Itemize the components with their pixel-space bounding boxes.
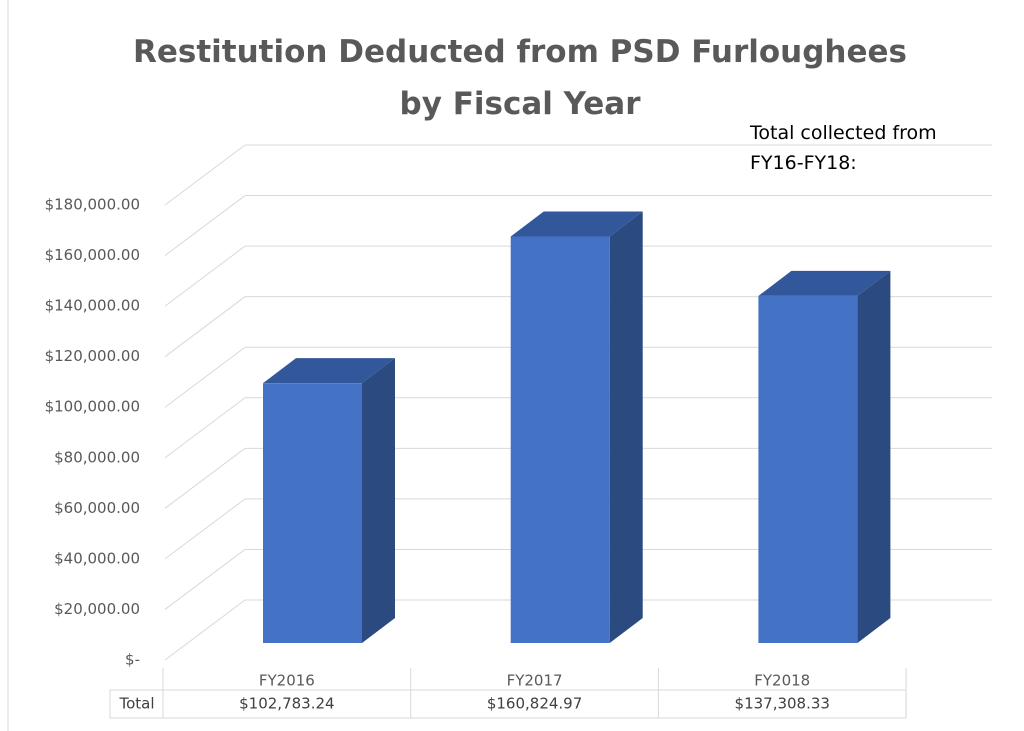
grid-line [164, 245, 246, 307]
bar-top [510, 211, 643, 237]
x-tick-label: FY2017 [507, 672, 563, 690]
x-tick-label: FY2018 [754, 672, 810, 690]
y-tick-label: $80,000.00 [54, 448, 140, 466]
bar-side [362, 358, 395, 643]
table-value: $160,824.97 [487, 695, 582, 713]
y-tick-label: $20,000.00 [54, 600, 140, 618]
y-tick-label: $- [125, 651, 140, 669]
table-row-label: Total [118, 695, 154, 713]
bar-side [609, 211, 643, 643]
bar-top [758, 270, 891, 296]
grid-line [164, 498, 246, 560]
grid-line [164, 296, 246, 358]
y-tick-label: $140,000.00 [45, 297, 140, 315]
annotation-line: Total collected from [750, 122, 937, 144]
y-tick-label: $100,000.00 [45, 398, 140, 416]
y-tick-label: $40,000.00 [54, 549, 140, 567]
bar [510, 236, 610, 643]
annotation-line: FY16-FY18: [750, 152, 857, 174]
grid-line [164, 397, 246, 459]
table-value: $137,308.33 [735, 695, 830, 713]
bar [758, 295, 858, 643]
bar-top [263, 358, 395, 384]
y-tick-label: $60,000.00 [54, 499, 140, 517]
y-tick-label: $180,000.00 [45, 196, 140, 214]
bar [263, 383, 362, 643]
grid-line [164, 346, 246, 408]
x-tick-label: FY2016 [259, 672, 315, 690]
annotation: Total collected from FY16-FY18: [750, 118, 970, 178]
grid-line [164, 144, 246, 206]
grid-line [164, 447, 246, 509]
grid-line [164, 599, 246, 661]
grid-line [164, 195, 246, 256]
grid-line [164, 549, 246, 610]
y-tick-label: $120,000.00 [45, 347, 140, 365]
table-value: $102,783.24 [239, 695, 334, 713]
chart-title: Restitution Deducted from PSD Furloughee… [133, 34, 907, 122]
bar-side [857, 270, 891, 643]
y-tick-label: $160,000.00 [45, 246, 140, 264]
